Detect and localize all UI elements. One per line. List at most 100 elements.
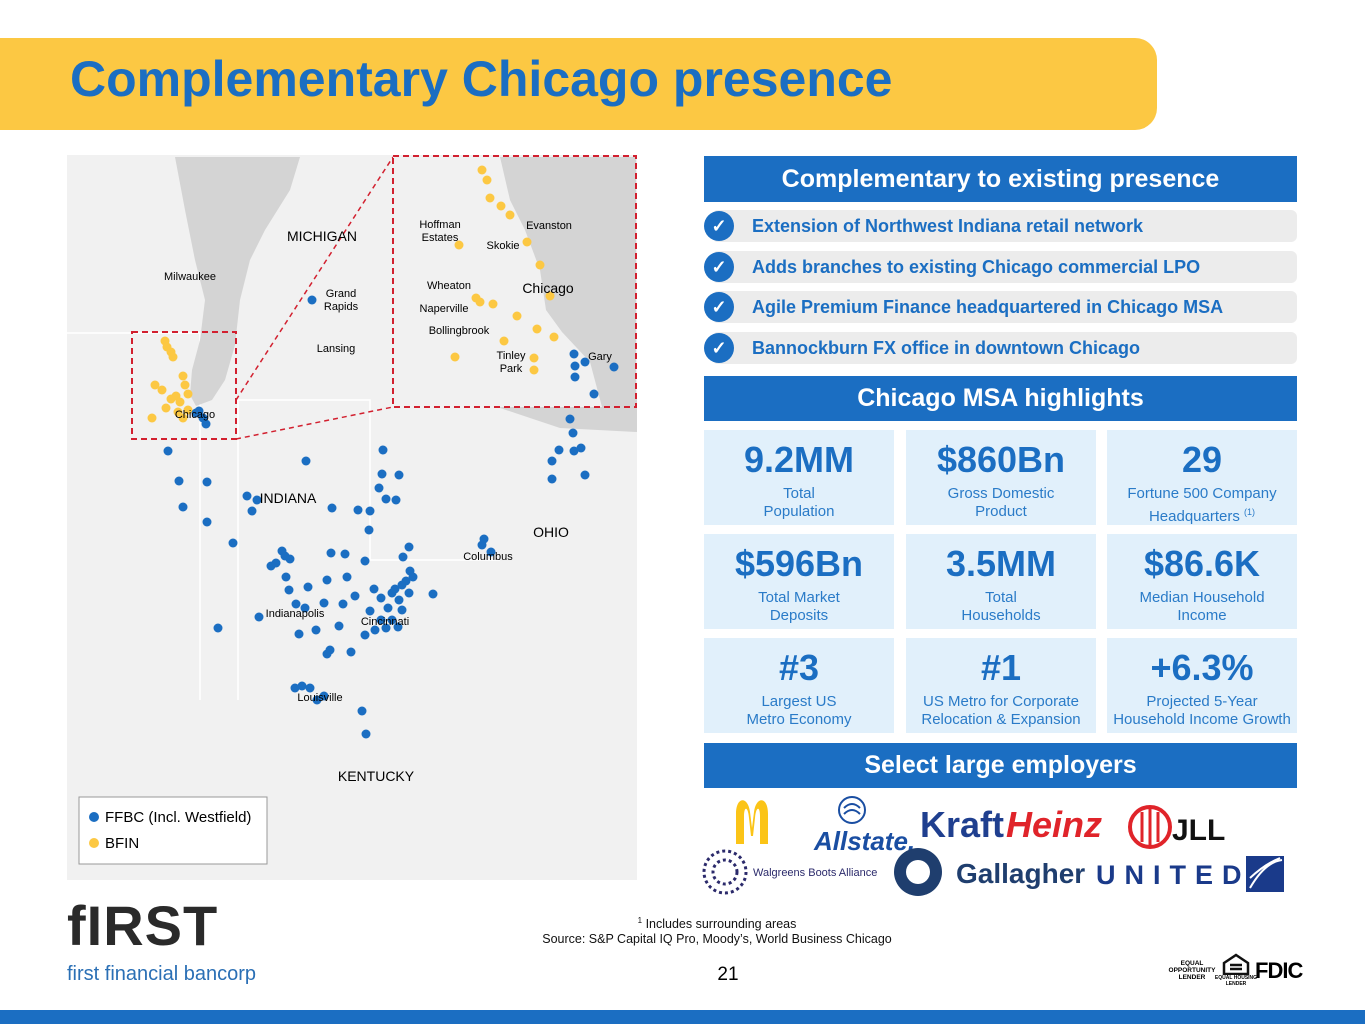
ffbc-dot (390, 584, 400, 594)
source: Source: S&P Capital IQ Pro, Moody’s, Wor… (542, 932, 892, 947)
map-label: INDIANA (260, 490, 317, 506)
employer-logos: Allstate. Kraft Heinz JLL Walgreens Boot… (702, 796, 1284, 896)
ffbc-dot (589, 389, 599, 399)
bfin-dot (535, 260, 545, 270)
ffbc-dot (254, 612, 264, 622)
inset-lake (500, 157, 636, 407)
map-label: Bollingbrook (429, 325, 490, 337)
map-label: Cincinnati (361, 616, 409, 628)
stat-label-line: Largest US (761, 693, 837, 710)
ffbc-dot (554, 445, 564, 455)
section-heading: Complementary to existing presence (704, 156, 1297, 202)
stat-value: +6.3% (1150, 647, 1254, 688)
ffbc-dot (307, 295, 317, 305)
map-label: Lansing (317, 343, 356, 355)
badge-text: EQUAL (1180, 960, 1204, 967)
stat-card: $596Bn Total Market Deposits (704, 534, 894, 629)
stat-label-line: US Metro for Corporate (923, 693, 1079, 710)
ffbc-dot (178, 502, 188, 512)
stat-label-line: Household Income Growth (1113, 711, 1291, 728)
ffbc-dot (398, 552, 408, 562)
stat-label-line: Projected 5-Year (1146, 693, 1258, 710)
check-icon: ✓ (704, 292, 734, 323)
ffbc-dot (580, 470, 590, 480)
ffbc-dot (387, 615, 397, 625)
inset-border (392, 155, 637, 408)
map-label: Milwaukee (164, 271, 216, 283)
badge-text: EQUAL HOUSING (1214, 975, 1258, 981)
logo-icon (1249, 857, 1283, 889)
ffbc-dot (376, 593, 386, 603)
stat-card: #1 US Metro for Corporate Relocation & Exp… (906, 638, 1096, 733)
ffbc-dot (174, 476, 184, 486)
bfin-dot (450, 352, 460, 362)
map-label: Skokie (486, 240, 519, 252)
ffbc-dot (569, 446, 579, 456)
logo-text: JLL (1172, 814, 1225, 847)
bfin-dot (150, 380, 160, 390)
stat-card: #3 Largest US Metro Economy (704, 638, 894, 733)
bottom-bar (0, 1010, 1365, 1024)
house-icon (1222, 953, 1250, 975)
bfin-dot (512, 311, 522, 321)
logo-icon (838, 796, 866, 824)
page-number: 21 (717, 964, 739, 985)
stat-label-line: Product (975, 503, 1027, 520)
bfin-dot (168, 352, 178, 362)
stat-card: $860Bn Gross Domestic Product (906, 430, 1096, 525)
ffbc-dot (393, 622, 403, 632)
ffbc-dot (271, 558, 281, 568)
stat-value: #3 (778, 647, 820, 688)
ffbc-dot (547, 474, 557, 484)
map-label: Park (500, 363, 523, 375)
bfin-dot (545, 291, 555, 301)
bullet-item: ✓ Agile Premium Finance headquartered in … (704, 291, 1297, 324)
logo-icon (843, 803, 861, 815)
ffbc-dot (408, 572, 418, 582)
bfin-dot (454, 240, 464, 250)
bullet-text: Extension of Northwest Indiana retail ne… (752, 216, 1144, 236)
ffbc-dot (228, 538, 238, 548)
legend-swatch (89, 838, 99, 848)
map-label: Naperville (420, 303, 469, 315)
ffbc-dot (290, 683, 300, 693)
logo-text: Allstate. (813, 826, 915, 856)
stat-card: +6.3% Projected 5-Year Household Income Gr… (1107, 638, 1297, 733)
ffbc-dot (247, 506, 257, 516)
zoom-line (235, 156, 394, 440)
stat-label: Gross Domestic Product (906, 485, 1096, 521)
ffbc-dot (252, 495, 262, 505)
ffbc-dot (568, 428, 578, 438)
ffbc-dot (303, 582, 313, 592)
ffbc-dot (202, 477, 212, 487)
ffbc-dot (346, 647, 356, 657)
check-icon: ✓ (704, 211, 734, 241)
logo-text: Heinz (1006, 804, 1102, 845)
bfin-dot (482, 175, 492, 185)
stat-value: $860Bn (936, 439, 1066, 480)
ffbc-dot (319, 691, 329, 701)
logo-text: Gallagher (956, 858, 1085, 889)
ffbc-dot (565, 414, 575, 424)
map-label: Chicago (175, 409, 215, 421)
company-logo: fIRST (67, 894, 219, 957)
bullet-item: ✓ Bannockburn FX office in downtown Chica… (704, 332, 1297, 365)
bullet-item: ✓ Adds branches to existing Chicago comme… (704, 250, 1297, 283)
ffbc-dot (357, 706, 367, 716)
ffbc-dot (576, 443, 586, 453)
map-label: Gary (588, 351, 612, 363)
footnote: 1 Includes surrounding areas Source: S&P… (500, 913, 934, 947)
ffbc-dot (305, 683, 315, 693)
ffbc-dot (381, 623, 391, 633)
ffbc-dot (570, 361, 580, 371)
map-label: Louisville (297, 692, 342, 704)
stat-label-line: Deposits (769, 607, 829, 624)
stat-value: 3.5MM (945, 543, 1057, 584)
ffbc-dot (360, 630, 370, 640)
bfin-dot (488, 299, 498, 309)
bfin-dot (180, 380, 190, 390)
ffbc-dot (202, 517, 212, 527)
bfin-dot (147, 413, 157, 423)
logo-mcdonalds (736, 800, 768, 844)
